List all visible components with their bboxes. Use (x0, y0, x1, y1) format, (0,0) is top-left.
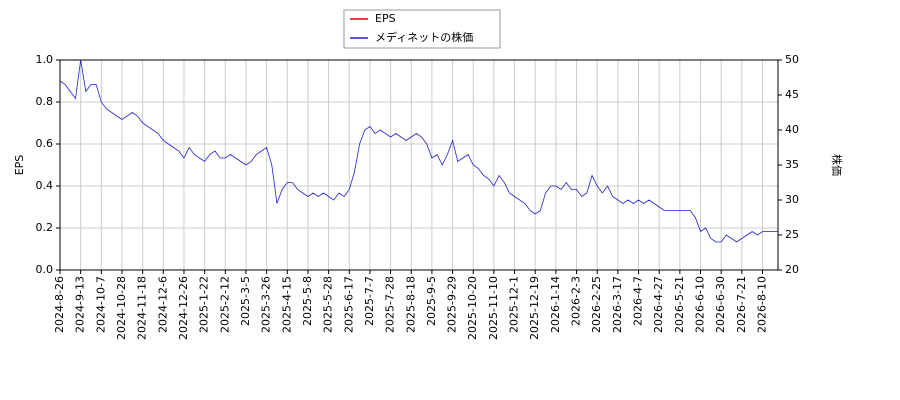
legend-label: メディネットの株価 (375, 30, 473, 44)
x-tick-label: 2025-3-26 (260, 276, 273, 333)
x-tick-label: 2026-5-21 (673, 276, 686, 333)
x-tick-label: 2024-12-26 (177, 276, 190, 340)
y-tick-label: 1.0 (36, 53, 54, 66)
y2-tick-label: 25 (785, 228, 799, 241)
x-tick-label: 2025-6-17 (342, 276, 355, 333)
x-tick-label: 2026-7-21 (735, 276, 748, 333)
x-tick-label: 2026-1-14 (549, 276, 562, 333)
y-tick-label: 0.4 (36, 179, 54, 192)
x-tick-label: 2024-10-7 (94, 276, 107, 333)
y-tick-label: 0.6 (36, 137, 54, 150)
x-tick-label: 2025-12-19 (528, 276, 541, 340)
y2-tick-label: 45 (785, 88, 799, 101)
x-tick-label: 2024-8-26 (53, 276, 66, 333)
legend-box (343, 9, 501, 49)
y2-tick-label: 40 (785, 123, 799, 136)
price-line (59, 59, 778, 243)
y2-tick-label: 30 (785, 193, 799, 206)
x-tick-label: 2024-11-18 (136, 276, 149, 340)
legend: EPS メディネットの株価 (343, 9, 501, 49)
x-tick-label: 2026-8-10 (756, 276, 769, 333)
y2-tick-label: 20 (785, 263, 799, 276)
x-tick-label: 2025-12-1 (508, 276, 521, 333)
y-tick-label: 0.2 (36, 221, 54, 234)
y2-axis-label: 株価 (830, 154, 844, 176)
y-axis-label: EPS (13, 155, 26, 176)
x-tick-label: 2025-10-20 (466, 276, 479, 340)
plot-frame (59, 59, 779, 271)
x-tick-label: 2026-6-30 (714, 276, 727, 333)
x-tick-label: 2025-4-15 (280, 276, 293, 333)
legend-label: EPS (375, 12, 396, 25)
x-tick-label: 2026-6-10 (694, 276, 707, 333)
y-tick-label: 0.8 (36, 95, 54, 108)
x-tick-label: 2025-7-7 (363, 276, 376, 326)
x-tick-label: 2025-5-8 (301, 276, 314, 326)
x-tick-label: 2025-11-10 (487, 276, 500, 340)
x-tick-label: 2025-2-12 (218, 276, 231, 333)
x-tick-label: 2025-8-18 (404, 276, 417, 333)
x-tick-label: 2025-9-5 (425, 276, 438, 326)
x-tick-label: 2025-1-22 (198, 276, 211, 333)
x-tick-label: 2025-5-28 (322, 276, 335, 333)
x-tick-label: 2024-10-28 (115, 276, 128, 340)
x-tick-label: 2026-4-27 (652, 276, 665, 333)
y2-tick-label: 35 (785, 158, 799, 171)
x-tick-label: 2026-2-3 (570, 276, 583, 326)
x-tick-label: 2025-9-29 (446, 276, 459, 333)
y2-tick-label: 50 (785, 53, 799, 66)
y-tick-label: 0.0 (36, 263, 54, 276)
x-tick-label: 2026-4-7 (632, 276, 645, 326)
x-tick-label: 2026-2-25 (590, 276, 603, 333)
x-tick-label: 2024-12-6 (156, 276, 169, 333)
x-tick-label: 2025-3-5 (239, 276, 252, 326)
x-tick-label: 2026-3-17 (611, 276, 624, 333)
x-tick-label: 2025-7-28 (384, 276, 397, 333)
x-tick-label: 2024-9-13 (74, 276, 87, 333)
